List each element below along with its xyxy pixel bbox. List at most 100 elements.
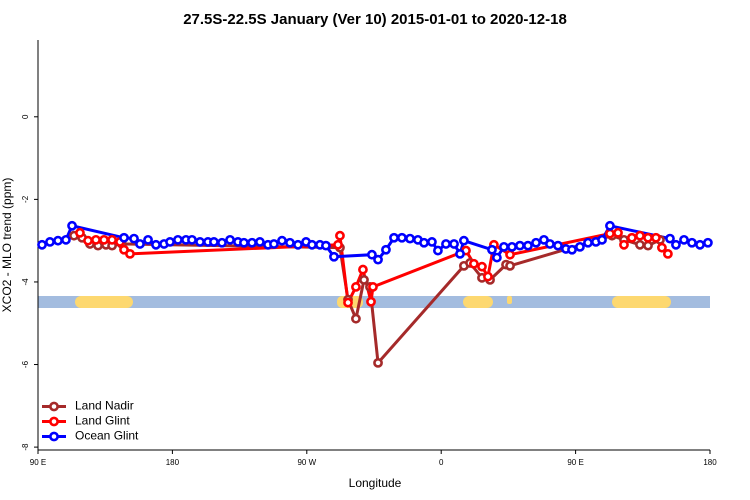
data-point [151, 239, 161, 250]
data-point [505, 260, 515, 271]
data-point [335, 230, 345, 241]
data-point [351, 313, 361, 324]
y-tick-label: -2 [21, 195, 30, 203]
data-point [487, 244, 497, 255]
data-point [575, 241, 585, 252]
y-tick-label: -4 [21, 278, 30, 286]
data-point [165, 237, 175, 247]
data-point [307, 239, 317, 250]
chart-title: 27.5S-22.5S January (Ver 10) 2015-01-01 … [183, 11, 567, 28]
data-point [368, 282, 378, 292]
data-point [143, 234, 153, 245]
data-point [695, 239, 705, 250]
data-point [583, 237, 593, 248]
data-point [343, 297, 353, 308]
data-point [665, 233, 675, 244]
data-point [477, 261, 487, 272]
data-point [119, 232, 129, 243]
data-point [373, 357, 383, 368]
data-point [469, 258, 479, 269]
data-point [703, 237, 713, 248]
land-strip [612, 296, 671, 308]
x-tick-label: 90 E [567, 458, 583, 467]
data-point [67, 220, 77, 231]
data-point [483, 271, 493, 282]
land-strip [507, 296, 512, 304]
data-point [366, 296, 376, 307]
x-axis-label: Longitude [349, 476, 402, 490]
data-point [187, 234, 197, 245]
data-point [53, 235, 63, 246]
data-point [129, 233, 139, 244]
y-tick-label: -8 [21, 443, 30, 451]
x-tick-label: 90 W [297, 458, 316, 467]
data-point [643, 240, 653, 251]
legend-marker [49, 431, 59, 442]
data-point [499, 241, 509, 252]
data-point [441, 239, 451, 249]
data-point [389, 232, 399, 243]
data-point [687, 237, 697, 248]
data-point [37, 239, 47, 250]
data-point [217, 237, 227, 248]
data-point [657, 242, 667, 253]
data-point [567, 244, 577, 255]
data-point [45, 237, 55, 247]
data-point [333, 239, 343, 250]
data-point [135, 239, 145, 249]
data-point [367, 249, 377, 260]
data-point [597, 234, 607, 245]
data-point [433, 245, 443, 256]
data-point [239, 237, 249, 248]
data-point [662, 248, 673, 259]
data-point [531, 237, 541, 248]
data-point [91, 234, 101, 245]
data-point [107, 234, 117, 245]
data-point [381, 244, 391, 255]
data-point [455, 248, 465, 259]
data-point [83, 235, 93, 246]
legend-label: Land Nadir [75, 399, 134, 413]
data-point [427, 237, 437, 247]
data-point [373, 254, 383, 265]
data-point [651, 232, 661, 243]
data-point [492, 252, 502, 263]
data-point [329, 251, 339, 262]
data-point [635, 230, 645, 241]
land-strip [463, 296, 493, 308]
data-point [125, 248, 135, 259]
y-tick-label: -6 [21, 360, 30, 368]
data-point [75, 227, 85, 238]
data-point [277, 235, 287, 246]
data-point [605, 220, 615, 231]
data-point [195, 237, 205, 247]
data-point [99, 234, 109, 245]
legend-marker [49, 416, 59, 427]
data-point [285, 237, 295, 248]
data-point [209, 237, 219, 247]
data-point [293, 239, 303, 250]
x-tick-label: 180 [703, 458, 717, 467]
data-point [553, 240, 563, 251]
data-point [619, 239, 629, 250]
y-axis-label: XCO2 - MLO trend (ppm) [0, 178, 14, 313]
x-tick-label: 180 [166, 458, 180, 467]
data-point [514, 240, 525, 251]
x-tick-label: 0 [439, 458, 444, 467]
data-point [458, 235, 469, 246]
legend-label: Land Glint [75, 414, 130, 428]
data-point [359, 274, 369, 285]
data-point [449, 239, 459, 249]
data-point [626, 232, 637, 243]
data-point [605, 228, 615, 239]
data-point [523, 240, 533, 251]
data-point [419, 237, 429, 248]
data-point [351, 282, 361, 292]
data-point [247, 237, 257, 248]
data-point [643, 232, 653, 243]
data-point [255, 237, 265, 247]
data-point [269, 239, 279, 249]
land-strip [75, 296, 133, 308]
